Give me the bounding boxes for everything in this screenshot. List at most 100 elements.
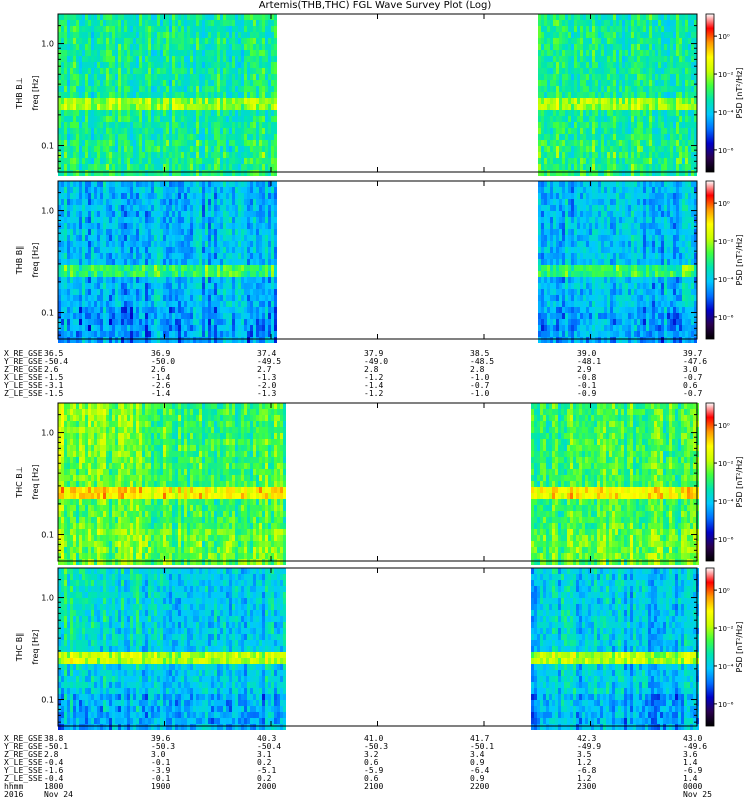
spectrogram-cell [154,283,157,289]
spectrogram-cell [637,38,640,44]
spectrogram-cell [184,277,187,283]
spectrogram-cell [61,301,64,307]
spectrogram-cell [133,146,136,152]
spectrogram-cell [667,140,670,146]
spectrogram-cell [691,164,694,170]
spectrogram-cell [556,164,559,170]
spectrogram-cell [688,134,691,140]
spectrogram-cell [61,44,64,50]
spectrogram-cell [118,98,121,104]
spectrogram-cell [157,104,160,110]
spectrogram-cell [688,152,691,158]
spectrogram-cell [211,164,214,170]
spectrogram-cell [592,164,595,170]
spectrogram-cell [178,44,181,50]
spectrogram-cell [577,80,580,86]
spectrogram-cell [85,104,88,110]
spectrogram-cell [76,325,79,331]
spectrogram-cell [106,223,109,229]
spectrogram-cell [76,265,79,271]
spectrogram-cell [208,38,211,44]
spectrogram-cell [175,38,178,44]
spectrogram-cell [637,128,640,134]
spectrogram-cell [226,128,229,134]
spectrogram-cell [82,128,85,134]
spectrogram-cell [145,92,148,98]
spectrogram-cell [190,122,193,128]
spectrogram-cell [598,56,601,62]
spectrogram-cell [190,86,193,92]
spectrogram-cell [598,20,601,26]
spectrogram-cell [577,62,580,68]
spectrogram-cell [592,170,595,176]
spectrogram-cell [613,122,616,128]
spectrogram-cell [589,74,592,80]
spectrogram-cell [622,146,625,152]
spectrogram-cell [691,56,694,62]
spectrogram-cell [613,62,616,68]
spectrogram-cell [151,140,154,146]
spectrogram-cell [175,319,178,325]
spectrogram-cell [175,80,178,86]
spectrogram-cell [691,14,694,20]
spectrogram-cell [130,38,133,44]
spectrogram-cell [244,134,247,140]
spectrogram-cell [124,217,127,223]
spectrogram-cell [136,68,139,74]
spectrogram-cell [256,68,259,74]
spectrogram-cell [664,86,667,92]
spectrogram-cell [61,181,64,187]
spectrogram-cell [160,223,163,229]
spectrogram-cell [217,307,220,313]
spectrogram-cell [643,98,646,104]
spectrogram-cell [259,128,262,134]
spectrogram-cell [88,164,91,170]
spectrogram-cell [250,68,253,74]
spectrogram-cell [193,199,196,205]
spectrogram-cell [595,80,598,86]
spectrogram-cell [202,14,205,20]
spectrogram-cell [673,134,676,140]
spectrogram-cell [196,92,199,98]
spectrogram-cell [109,98,112,104]
spectrogram-cell [565,32,568,38]
spectrogram-cell [85,241,88,247]
spectrogram-cell [139,289,142,295]
spectrogram-cell [265,146,268,152]
spectrogram-cell [661,20,664,26]
spectrogram-cell [181,116,184,122]
spectrogram-cell [151,307,154,313]
spectrogram-cell [115,56,118,62]
spectrogram-cell [73,205,76,211]
spectrogram-cell [76,247,79,253]
spectrogram-cell [163,271,166,277]
spectrogram-cell [613,68,616,74]
spectrogram-cell [88,211,91,217]
spectrogram-cell [76,301,79,307]
spectrogram-cell [157,247,160,253]
spectrogram-cell [166,74,169,80]
spectrogram-cell [106,271,109,277]
spectrogram-cell [649,74,652,80]
spectrogram-cell [193,193,196,199]
spectrogram-cell [70,289,73,295]
spectrogram-cell [211,14,214,20]
spectrogram-cell [637,146,640,152]
spectrogram-cell [643,68,646,74]
spectrogram-cell [88,134,91,140]
spectrogram-cell [124,152,127,158]
spectrogram-cell [184,32,187,38]
spectrogram-cell [694,32,697,38]
spectrogram-cell [550,146,553,152]
spectrogram-cell [205,211,208,217]
spectrogram-cell [127,301,130,307]
spectrogram-cell [145,187,148,193]
spectrogram-cell [160,62,163,68]
spectrogram-cell [565,56,568,62]
spectrogram-cell [211,211,214,217]
spectrogram-cell [67,199,70,205]
spectrogram-cell [631,116,634,122]
spectrogram-cell [160,295,163,301]
spectrogram-cell [163,92,166,98]
spectrogram-cell [103,199,106,205]
